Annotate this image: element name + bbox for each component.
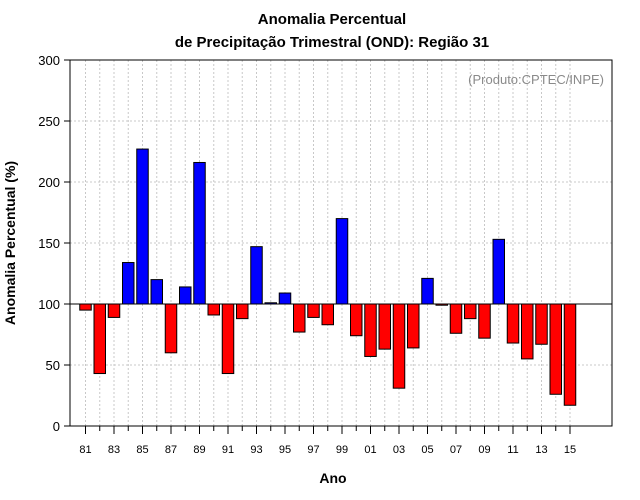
bar-87: [164, 303, 178, 354]
x-tick-label: 93: [250, 444, 262, 456]
bar-03: [392, 303, 406, 389]
bar-07: [449, 303, 463, 334]
bar-90: [207, 303, 220, 316]
y-tick-label: 300: [38, 53, 60, 68]
x-tick-label: 87: [165, 444, 177, 456]
x-tick-label: 05: [421, 444, 433, 456]
bar-89: [193, 161, 206, 305]
bar-84: [122, 262, 135, 305]
y-tick-label: 100: [38, 297, 60, 312]
chart-subtitle: de Precipitação Trimestral (OND): Região…: [175, 34, 489, 51]
bar-99: [335, 218, 349, 305]
x-tick-label: 99: [336, 444, 348, 456]
bar-95: [278, 292, 292, 305]
bar-91: [221, 303, 235, 375]
x-tick-label: 09: [478, 444, 490, 456]
x-tick-label: 11: [507, 444, 518, 456]
credit-label: (Produto:CPTEC/INPE): [468, 72, 604, 87]
bar-86: [150, 279, 163, 305]
x-tick-label: 01: [364, 444, 376, 456]
bar-98: [321, 303, 334, 326]
x-tick-label: 15: [564, 444, 576, 456]
x-tick-label: 85: [136, 444, 148, 456]
x-tick-label: 83: [108, 444, 120, 456]
bar-96: [293, 303, 306, 333]
bar-14: [549, 303, 562, 395]
bar-11: [506, 303, 520, 344]
y-tick-label: 150: [38, 236, 60, 251]
bar-81: [79, 303, 92, 311]
x-tick-label: 97: [307, 444, 319, 456]
chart-title: Anomalia Percentual: [258, 11, 406, 28]
x-tick-label: 95: [279, 444, 291, 456]
bar-83: [107, 303, 121, 318]
bar-05: [421, 277, 434, 305]
x-tick-label: 89: [193, 444, 205, 456]
bar-02: [378, 303, 391, 350]
bar-04: [407, 303, 420, 349]
x-axis-label: Ano: [319, 470, 346, 486]
bar-12: [521, 303, 534, 360]
bar-13: [535, 303, 548, 345]
x-tick-label: 13: [535, 444, 547, 456]
bar-97: [307, 303, 320, 318]
y-axis-label: Anomalia Percentual (%): [2, 161, 18, 325]
bar-01: [364, 303, 377, 357]
y-tick-label: 250: [38, 114, 60, 129]
plot-frame: [69, 59, 613, 427]
x-tick-label: 07: [450, 444, 462, 456]
bar-10: [492, 238, 505, 305]
bar-82: [93, 303, 106, 375]
bar-92: [236, 303, 249, 320]
bar-15: [563, 303, 577, 406]
y-tick-label: 0: [53, 419, 60, 434]
bar-88: [179, 286, 192, 305]
bar-08: [464, 303, 477, 320]
x-tick-label: 03: [393, 444, 405, 456]
gridlines: [70, 60, 612, 426]
bar-09: [478, 303, 491, 339]
y-tick-label: 50: [46, 358, 60, 373]
bars: [70, 148, 612, 406]
bar-00: [350, 303, 363, 337]
x-tick-label: 91: [222, 444, 234, 456]
x-tick-label: 81: [79, 444, 91, 456]
y-tick-label: 200: [38, 175, 60, 190]
bar-93: [250, 246, 263, 305]
bar-85: [136, 148, 149, 305]
